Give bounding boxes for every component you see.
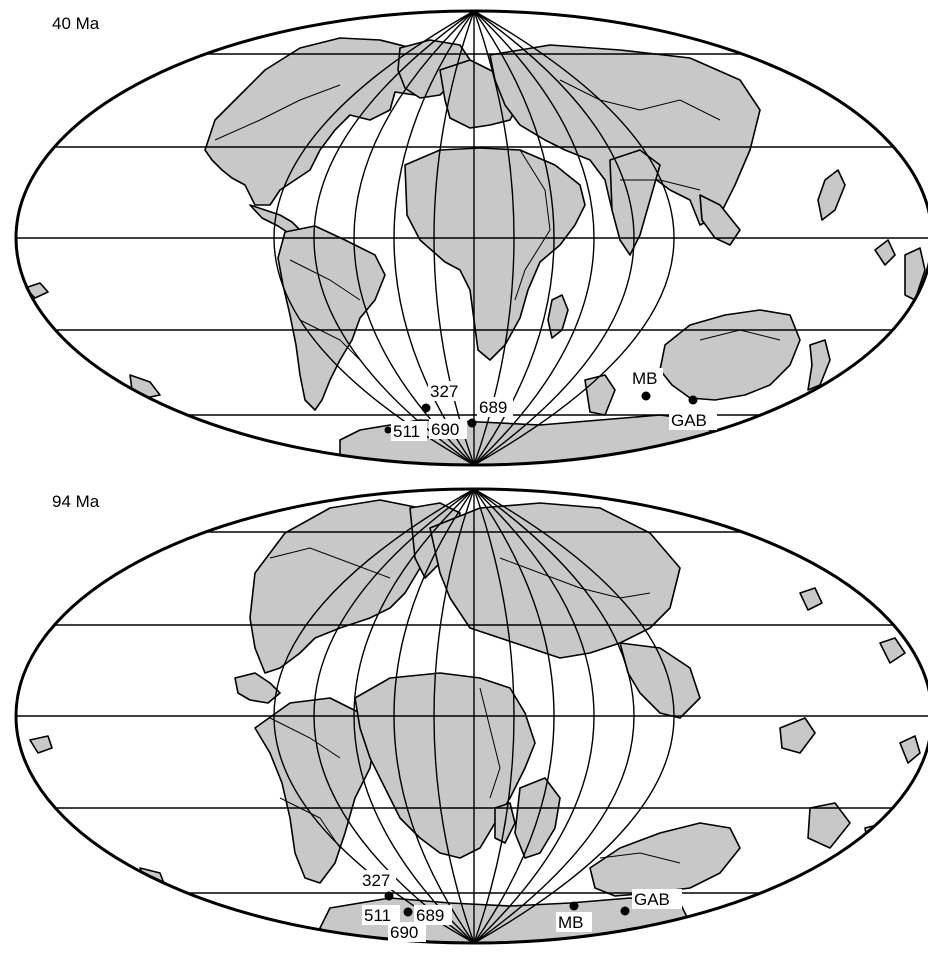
site-label-mb: MB <box>632 369 658 388</box>
site-markers <box>384 391 698 434</box>
age-label-40ma: 40 Ma <box>52 14 100 33</box>
map-outline <box>14 9 928 467</box>
asia <box>489 44 761 226</box>
continents <box>24 37 926 465</box>
north-america <box>204 37 446 206</box>
eurasia <box>429 502 681 659</box>
site-mb-dot <box>569 901 579 911</box>
site-gab-dot <box>620 906 630 916</box>
site-327-dot <box>421 403 431 413</box>
south-america <box>254 697 376 884</box>
site-label-mb: MB <box>558 913 584 932</box>
island-east-1 <box>817 169 846 221</box>
plate-lines <box>269 547 681 864</box>
island-east-3 <box>879 637 906 664</box>
site-689-690-dot <box>467 418 477 428</box>
site-label-690: 690 <box>390 923 418 942</box>
island-east-3 <box>904 247 926 301</box>
africa <box>404 147 586 361</box>
new-zealand <box>807 339 831 391</box>
site-327-dot <box>384 891 394 901</box>
site-label-gab: GAB <box>671 411 707 430</box>
island-west-1 <box>29 735 53 754</box>
site-label-511: 511 <box>393 422 420 441</box>
site-689-690-dot <box>403 907 413 917</box>
south-america <box>277 225 386 411</box>
island-east-4 <box>899 735 921 764</box>
site-labels: 327 511 690 689 MB GAB <box>391 368 717 441</box>
island-east-1 <box>779 717 816 754</box>
site-label-327: 327 <box>362 871 390 890</box>
site-label-gab: GAB <box>634 890 670 909</box>
site-markers <box>384 891 630 917</box>
site-label-689: 689 <box>479 398 507 417</box>
site-511-dot <box>384 426 392 434</box>
continents <box>29 499 921 943</box>
site-label-327: 327 <box>430 382 458 401</box>
southeast-asia <box>699 194 741 246</box>
australia <box>659 309 801 401</box>
site-labels: 327 511 689 690 MB GAB <box>360 870 682 942</box>
age-label-94ma: 94 Ma <box>52 492 100 511</box>
mollweide-map-40ma: 327 511 690 689 MB GAB <box>14 9 928 467</box>
site-gab-dot <box>688 395 698 405</box>
site-label-689: 689 <box>416 906 444 925</box>
southeast-asia <box>619 642 701 719</box>
site-mb-dot <box>641 391 651 401</box>
map-outline <box>14 487 928 945</box>
map-panel-94ma: 327 511 689 690 MB GAB 94 Ma <box>0 478 928 955</box>
mollweide-map-94ma: 327 511 689 690 MB GAB <box>14 487 928 945</box>
map-panel-40ma: 327 511 690 689 MB GAB 40 Ma <box>0 0 928 477</box>
island-east-2 <box>874 239 896 266</box>
island-east-5 <box>864 822 891 859</box>
madagascar <box>547 294 569 339</box>
island-east-2 <box>807 802 851 849</box>
site-label-690: 690 <box>431 420 459 439</box>
island-north-1 <box>799 587 823 611</box>
central-america <box>234 672 281 704</box>
kerguelen <box>584 374 616 416</box>
site-label-511: 511 <box>364 906 391 925</box>
